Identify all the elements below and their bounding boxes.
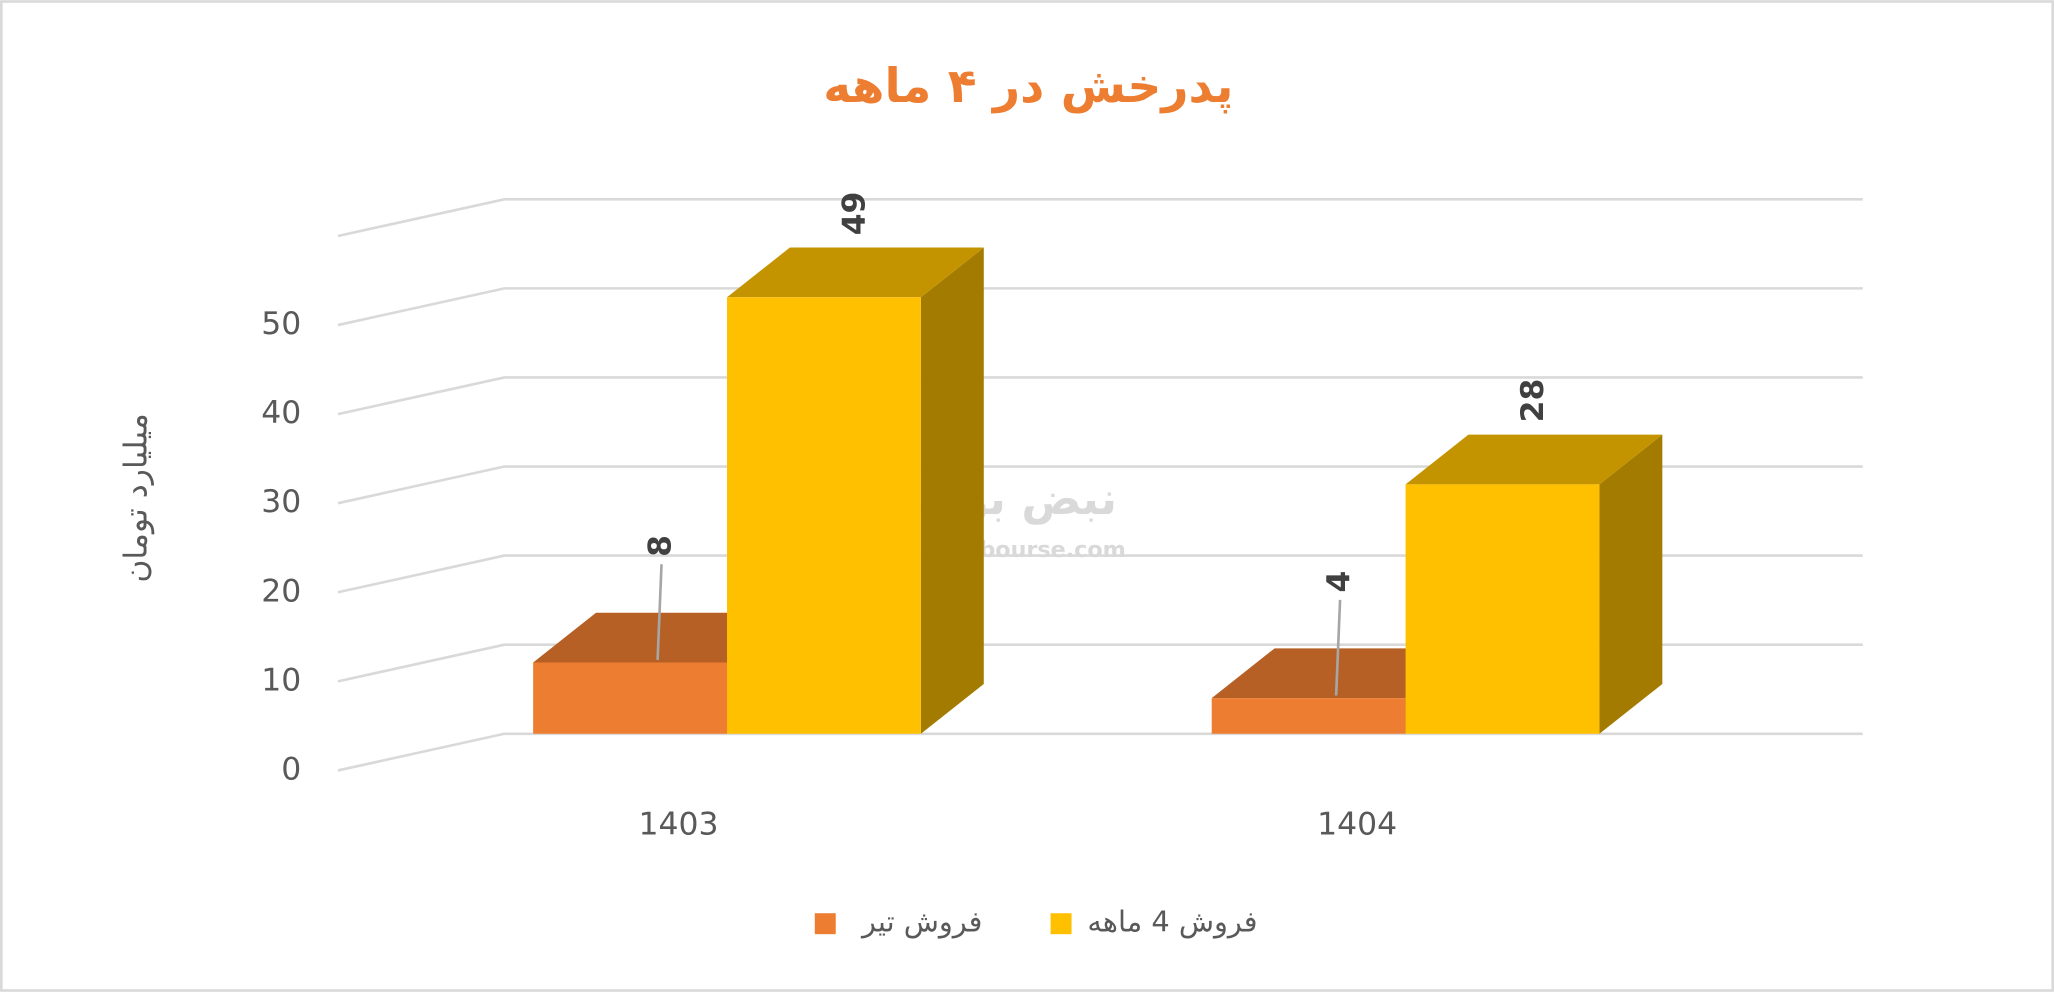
data-label: 8 — [643, 535, 679, 557]
bar-top — [533, 612, 790, 663]
y-tick-label: 30 — [261, 484, 301, 520]
data-label: 28 — [1515, 379, 1551, 423]
legend-label: فروش تیر — [860, 905, 982, 939]
bar-front — [533, 662, 728, 734]
bar-side — [920, 247, 984, 734]
bar — [1405, 434, 1663, 734]
legend-label: فروش 4 ماهه — [1087, 905, 1257, 939]
bar-front — [1405, 484, 1600, 734]
chart-title: پدرخش در ۴ ماهه — [823, 59, 1233, 114]
leader-line — [656, 564, 663, 660]
y-tick-label: 10 — [261, 662, 301, 698]
bar-front — [727, 297, 921, 734]
bar-side — [1599, 434, 1663, 734]
y-axis-title: میلیارد تومان — [119, 413, 155, 582]
legend-swatch — [1050, 913, 1072, 935]
grid-line — [337, 197, 1863, 238]
leader-line — [1334, 599, 1342, 696]
bar-top — [1405, 434, 1663, 485]
grid-line — [337, 376, 1863, 416]
data-label: 4 — [1321, 571, 1357, 593]
x-tick-label: 1404 — [1317, 806, 1397, 842]
legend-swatch — [814, 913, 836, 935]
y-tick-label: 50 — [261, 306, 301, 342]
bar-top — [1211, 648, 1469, 699]
grid-line — [337, 465, 1863, 505]
grid-line — [337, 287, 1863, 327]
bar — [727, 247, 984, 734]
x-tick-label: 1403 — [639, 806, 719, 842]
data-label: 49 — [836, 192, 872, 236]
y-tick-label: 20 — [261, 573, 301, 609]
y-tick-label: 0 — [281, 751, 301, 787]
bar-front — [1211, 698, 1406, 734]
bar-top — [727, 247, 984, 298]
bar — [1211, 648, 1469, 734]
bar-layer: 8 49 4 28 — [533, 192, 1663, 734]
y-tick-label: 40 — [261, 395, 301, 431]
